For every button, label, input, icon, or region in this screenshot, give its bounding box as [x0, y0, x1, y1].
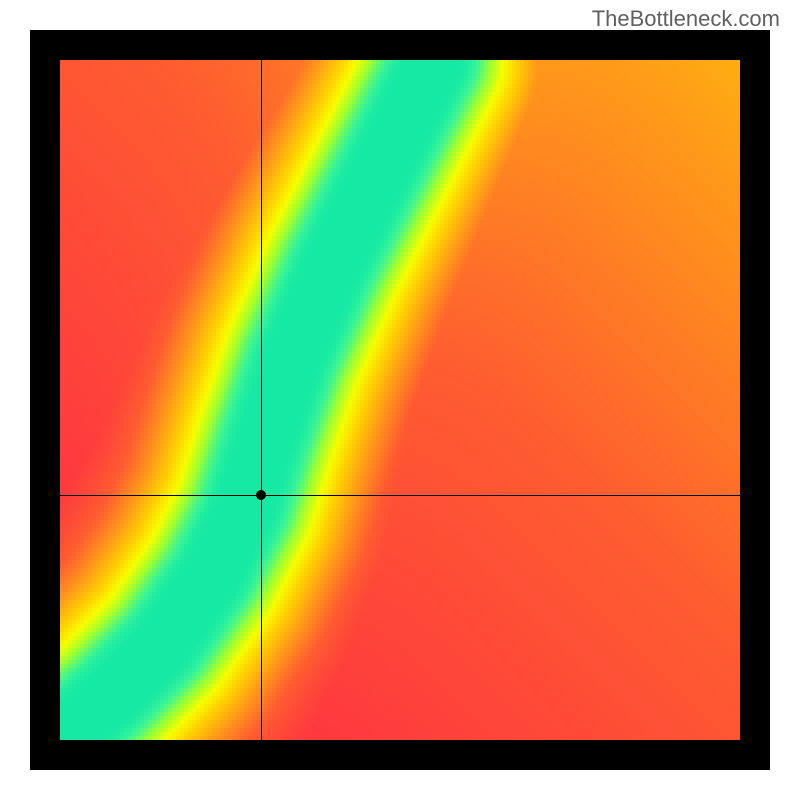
crosshair-vertical — [261, 60, 262, 740]
crosshair-horizontal — [60, 495, 740, 496]
marker-dot — [256, 490, 266, 500]
chart-frame — [30, 30, 770, 770]
heatmap-container — [60, 60, 740, 740]
heatmap-canvas — [60, 60, 740, 740]
watermark-text: TheBottleneck.com — [592, 6, 780, 32]
